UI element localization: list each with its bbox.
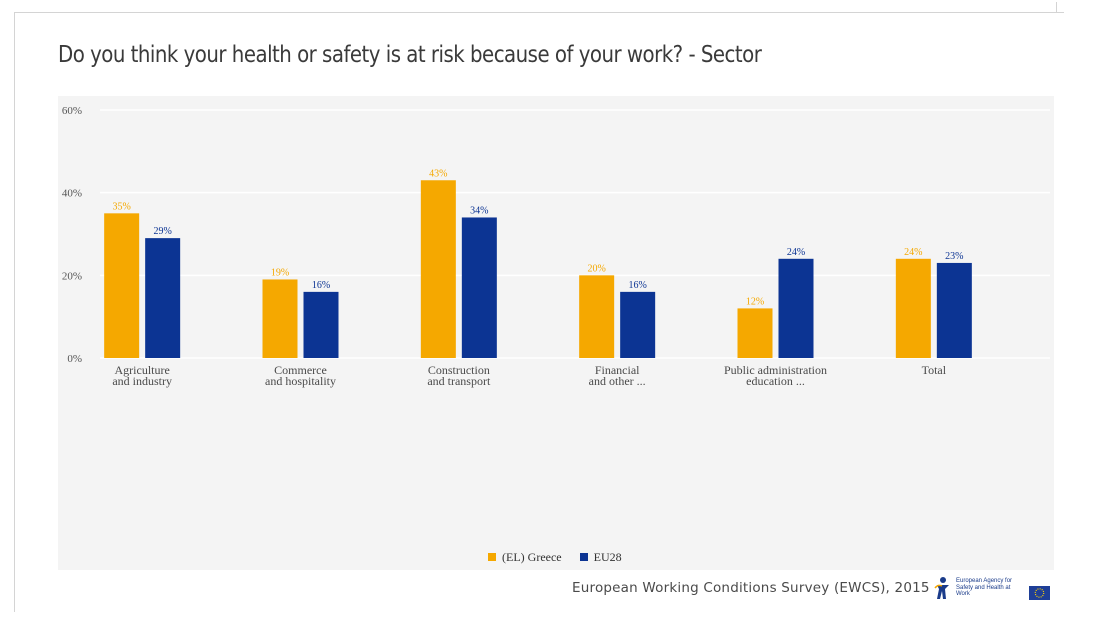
eu-flag-icon — [1029, 586, 1050, 600]
frame-tick — [1056, 2, 1057, 12]
data-label: 19% — [271, 267, 289, 278]
plot-area: 0% 20% 40% 60% 35% 29% Agriculture and industry… — [58, 96, 1054, 570]
y-tick-label: 0% — [67, 353, 82, 365]
data-label: 43% — [429, 168, 447, 179]
x-tick-label: Public administration — [724, 363, 827, 377]
data-label: 12% — [746, 296, 764, 307]
data-label: 23% — [945, 251, 963, 262]
bar-greece[interactable] — [737, 308, 773, 358]
x-tick-label: and other ... — [589, 374, 646, 388]
x-tick-label: Commerce — [274, 363, 327, 377]
x-tick-label: Financial — [595, 363, 640, 377]
legend: (EL) Greece EU28 — [488, 548, 622, 566]
data-label: 34% — [470, 205, 488, 216]
bar-eu28[interactable] — [145, 238, 181, 358]
x-tick-label: and industry — [112, 374, 172, 388]
x-tick-label: Agriculture — [115, 363, 170, 377]
x-tick-label: education ... — [746, 374, 805, 388]
frame-left-border — [14, 12, 15, 612]
frame-top-border — [14, 12, 1064, 13]
bar-eu28[interactable] — [461, 217, 497, 358]
bar-greece[interactable] — [579, 275, 615, 358]
legend-label-greece: (EL) Greece — [502, 549, 562, 564]
data-label: 20% — [587, 263, 605, 274]
data-label: 16% — [312, 280, 330, 291]
bar-greece[interactable] — [104, 213, 140, 358]
agency-logo: European Agency for Safety and Health at… — [934, 573, 1024, 603]
data-label: 24% — [904, 247, 922, 258]
bar-greece[interactable] — [895, 258, 931, 358]
bar-greece[interactable] — [262, 279, 298, 358]
bar-eu28[interactable] — [303, 291, 339, 358]
y-tick-label: 40% — [62, 188, 82, 200]
data-label: 35% — [112, 201, 130, 212]
legend-item-greece[interactable]: (EL) Greece — [488, 550, 562, 565]
bar-eu28[interactable] — [620, 291, 656, 358]
source-caption: European Working Conditions Survey (EWCS… — [572, 580, 930, 596]
legend-swatch-greece — [488, 553, 496, 561]
y-tick-label: 60% — [62, 105, 82, 117]
osha-figure-icon — [934, 577, 949, 599]
x-tick-label: and hospitality — [265, 374, 336, 388]
legend-swatch-eu28 — [579, 553, 588, 561]
data-label: 29% — [153, 226, 171, 237]
agency-text: European Agency for Safety and Health at… — [956, 578, 1013, 598]
legend-label-eu28: EU28 — [593, 549, 622, 564]
eu-stars — [1034, 588, 1045, 598]
y-tick-label: 20% — [62, 270, 82, 282]
x-tick-label: and transport — [427, 374, 491, 388]
bar-eu28[interactable] — [936, 262, 972, 358]
chart-title: Do you think your health or safety is at… — [58, 42, 762, 68]
legend-item-eu28[interactable]: EU28 — [579, 549, 622, 565]
x-tick-label: Construction — [428, 363, 490, 377]
data-label: 16% — [628, 280, 646, 291]
x-tick-label: Total — [922, 363, 947, 377]
bar-greece[interactable] — [420, 180, 456, 358]
bar-eu28[interactable] — [778, 258, 814, 358]
data-label: 24% — [787, 247, 805, 258]
